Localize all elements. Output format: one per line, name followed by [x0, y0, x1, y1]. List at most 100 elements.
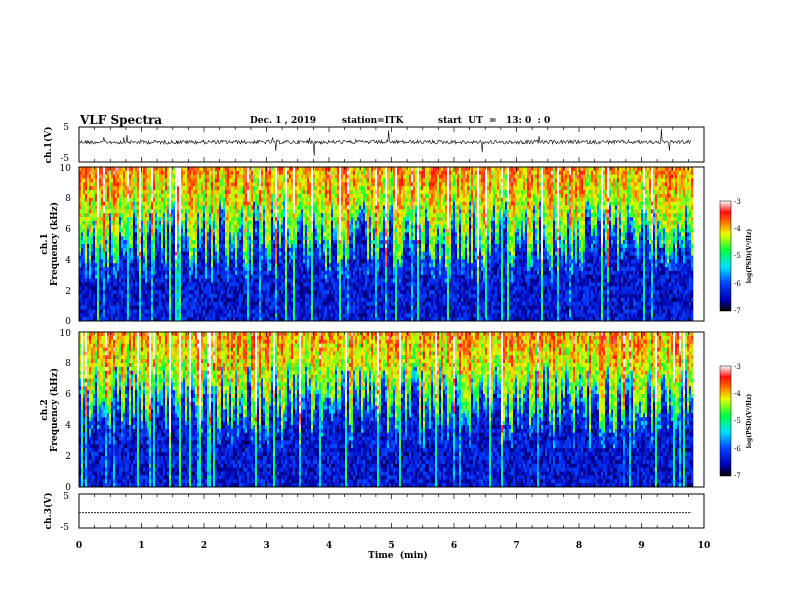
spectrogram-cell	[225, 305, 228, 310]
spectrogram-cell	[245, 186, 248, 191]
spectrogram-cell	[195, 270, 198, 276]
spectrogram-cell	[159, 309, 162, 314]
spectrogram-cell	[211, 224, 214, 229]
spectrogram-cell	[99, 286, 102, 291]
spectrogram-cell	[135, 290, 138, 295]
spectrogram-cell	[239, 301, 242, 306]
spectrogram-cell	[247, 205, 250, 210]
spectrogram-cell	[223, 220, 226, 226]
spectrogram-cell	[197, 263, 200, 268]
spectrogram-cell	[263, 251, 266, 256]
spectrogram-cell	[113, 236, 116, 241]
spectrogram-cell	[97, 244, 100, 249]
spectrogram-cell	[267, 193, 270, 199]
spectrogram-cell	[189, 286, 192, 291]
spectrogram-cell	[99, 240, 102, 245]
spectrogram-cell	[221, 270, 224, 276]
spectrogram-cell	[311, 267, 314, 272]
spectrogram-cell	[179, 282, 182, 287]
spectrogram-cell	[237, 286, 240, 291]
spectrogram-cell	[93, 267, 96, 272]
spectrogram-cell	[241, 193, 244, 199]
spectrogram-cell	[299, 217, 302, 222]
spectrogram-cell	[173, 182, 176, 187]
spectrogram-cell	[223, 263, 226, 268]
spectrogram-cell	[121, 290, 124, 295]
spectrogram-cell	[149, 205, 152, 210]
spectrogram-cell	[147, 240, 150, 245]
spectrogram-cell	[275, 182, 278, 187]
spectrogram-cell	[321, 247, 324, 252]
spectrogram-cell	[163, 209, 166, 214]
spectrogram-cell	[283, 244, 286, 249]
spectrogram-cell	[213, 201, 216, 206]
spectrogram-cell	[169, 170, 172, 175]
spectrogram-cell	[267, 274, 270, 279]
spectrogram-cell	[105, 174, 108, 179]
spectrogram-cell	[225, 294, 228, 299]
spectrogram-cell	[267, 228, 270, 233]
spectrogram-cell	[205, 290, 208, 295]
spectrogram-cell	[257, 278, 260, 283]
spectrogram-cell	[179, 201, 182, 206]
spectrogram-cell	[255, 182, 258, 187]
spectrogram-cell	[251, 228, 254, 233]
spectrogram-cell	[131, 178, 134, 183]
spectrogram-cell	[273, 282, 276, 287]
spectrogram-cell	[167, 186, 170, 191]
spectrogram-cell	[263, 182, 266, 187]
spectrogram-cell	[299, 232, 302, 237]
spectrogram-cell	[243, 182, 246, 187]
spectrogram-cell	[307, 232, 310, 237]
spectrogram-cell	[267, 278, 270, 283]
spectrogram-cell	[133, 205, 136, 210]
spectrogram-cell	[107, 317, 110, 322]
spectrogram-cell	[171, 167, 174, 172]
spectrogram-cell	[169, 182, 172, 187]
spectrogram-cell	[91, 317, 94, 322]
spectrogram-cell	[251, 240, 254, 245]
spectrogram-cell	[179, 240, 182, 245]
spectrogram-cell	[163, 217, 166, 222]
spectrogram-cell	[309, 224, 312, 229]
spectrogram-cell	[155, 224, 158, 229]
spectrogram-cell	[131, 170, 134, 175]
spectrogram-cell	[199, 201, 202, 206]
spectrogram-cell	[121, 182, 124, 187]
spectrogram-cell	[97, 220, 100, 226]
spectrogram-cell	[189, 186, 192, 191]
spectrogram-cell	[209, 255, 212, 260]
spectrogram-cell	[301, 228, 304, 233]
spectrogram-cell	[221, 267, 224, 272]
spectrogram-cell	[321, 263, 324, 268]
spectrogram-cell	[191, 313, 194, 318]
spectrogram-cell	[165, 313, 168, 318]
spectrogram-cell	[225, 174, 228, 179]
spectrogram-cell	[109, 193, 112, 199]
spectrogram-cell	[119, 217, 122, 222]
spectrogram-cell	[285, 182, 288, 187]
spectrogram-cell	[291, 305, 294, 310]
spectrogram-cell	[289, 255, 292, 260]
spectrogram-cell	[269, 251, 272, 256]
spectrogram-cell	[143, 224, 146, 229]
spectrogram-cell	[185, 267, 188, 272]
spectrogram-cell	[311, 274, 314, 279]
spectrogram-cell	[141, 167, 144, 172]
spectrogram-cell	[153, 247, 156, 252]
spectrogram-cell	[99, 178, 102, 183]
spectrogram-cell	[281, 205, 284, 210]
spectrogram-cell	[113, 282, 116, 287]
spectrogram-cell	[311, 190, 314, 195]
spectrogram-cell	[245, 309, 248, 314]
spectrogram-cell	[247, 244, 250, 249]
spectrogram-cell	[313, 313, 316, 318]
spectrogram-cell	[111, 201, 114, 206]
spectrogram-cell	[297, 217, 300, 222]
spectrogram-cell	[85, 270, 88, 276]
spectrogram-cell	[81, 251, 84, 256]
spectrogram-cell	[109, 301, 112, 306]
spectrogram-cell	[213, 270, 216, 276]
spectrogram-cell	[297, 174, 300, 179]
spectrogram-cell	[243, 228, 246, 233]
